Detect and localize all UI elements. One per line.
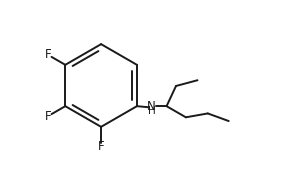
Text: F: F	[98, 140, 104, 153]
Text: F: F	[45, 48, 52, 61]
Text: N: N	[147, 100, 156, 113]
Text: H: H	[148, 106, 156, 116]
Text: F: F	[45, 110, 52, 123]
